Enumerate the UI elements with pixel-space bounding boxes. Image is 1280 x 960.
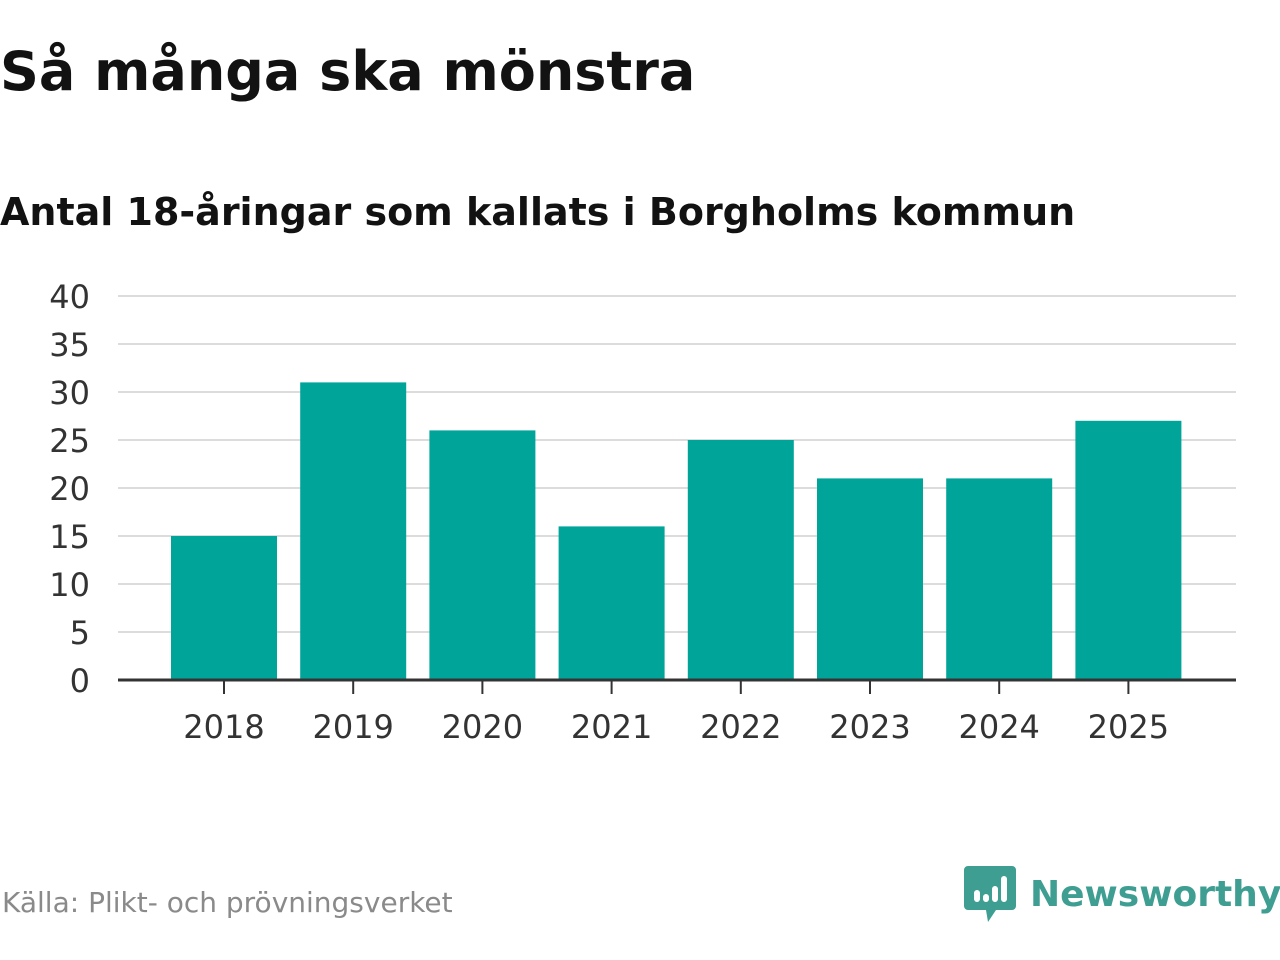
x-tick-label: 2019 xyxy=(312,708,393,746)
source-note: Källa: Plikt- och prövningsverket xyxy=(2,886,453,919)
chart-title: Så många ska mönstra xyxy=(0,40,696,103)
x-tick-label: 2023 xyxy=(829,708,910,746)
x-tick-label: 2024 xyxy=(958,708,1039,746)
y-tick-label: 35 xyxy=(49,326,90,364)
x-tick-label: 2018 xyxy=(183,708,264,746)
bar xyxy=(558,526,665,680)
brand-logo-group: Newsworthy xyxy=(962,862,1280,926)
y-tick-label: 25 xyxy=(49,422,90,460)
y-tick-label: 10 xyxy=(49,566,90,604)
y-tick-label: 5 xyxy=(70,614,90,652)
bar xyxy=(946,478,1053,680)
bar xyxy=(817,478,923,680)
bar xyxy=(171,536,277,680)
x-tick-label: 2025 xyxy=(1088,708,1169,746)
y-tick-label: 40 xyxy=(49,278,90,316)
y-tick-label: 20 xyxy=(49,470,90,508)
bar xyxy=(1075,420,1182,680)
x-tick-label: 2020 xyxy=(442,708,523,746)
x-tick-label: 2022 xyxy=(700,708,781,746)
bar xyxy=(429,430,536,680)
y-tick-label: 30 xyxy=(49,374,90,412)
bar xyxy=(300,382,407,680)
chart-subtitle: Antal 18-åringar som kallats i Borgholms… xyxy=(0,190,1076,234)
y-tick-label: 15 xyxy=(49,518,90,556)
chat-bubble-bar-chart-icon xyxy=(964,866,1016,922)
x-tick-label: 2021 xyxy=(571,708,652,746)
bar xyxy=(687,440,794,680)
y-tick-label: 0 xyxy=(70,662,90,700)
brand-name: Newsworthy xyxy=(1030,873,1280,915)
